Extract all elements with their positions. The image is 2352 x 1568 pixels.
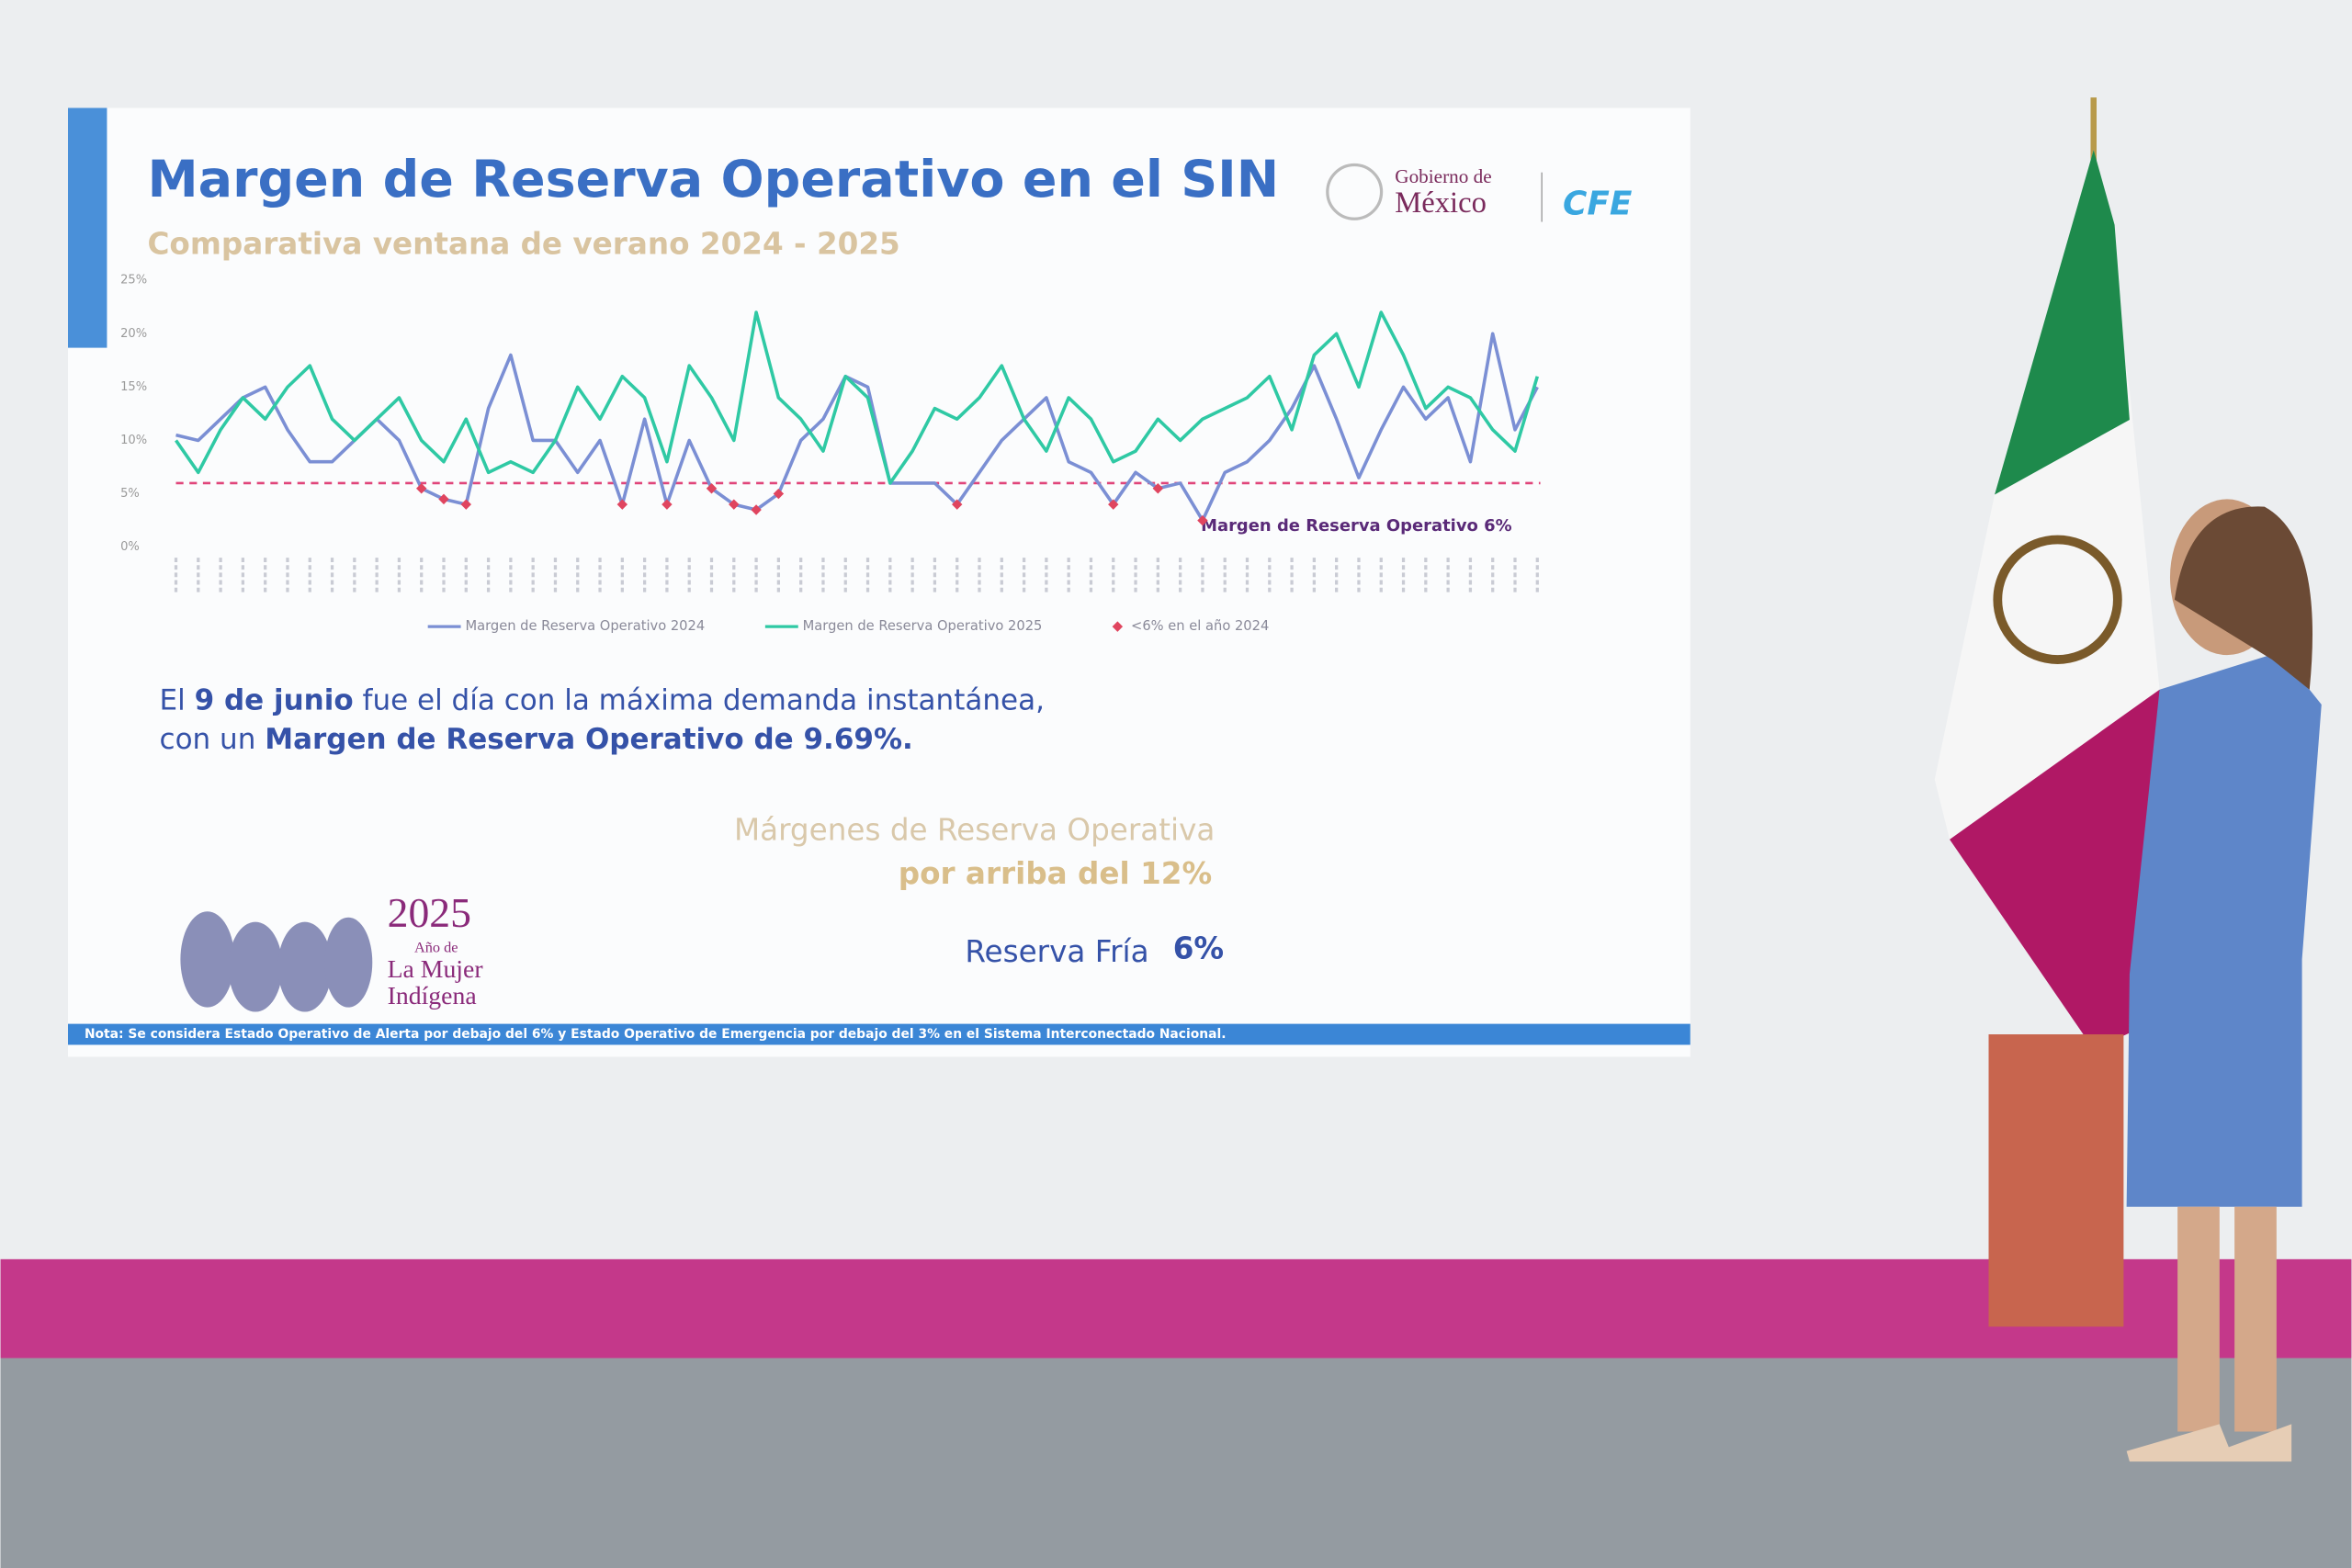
seal [1326, 163, 1384, 220]
legend-label: Margen de Reserva Operativo 2024 [465, 618, 705, 634]
person-leg [2177, 1206, 2220, 1432]
summary: El 9 de junio fue el día con la máxima d… [160, 683, 1045, 716]
person-shoes [2126, 1424, 2292, 1462]
logo-text: Gobierno de [1395, 165, 1491, 187]
point [951, 499, 963, 510]
summary-part: El [160, 683, 195, 716]
point [773, 488, 785, 500]
point [729, 499, 740, 510]
threshold-label: Margen de Reserva Operativo 6% [1201, 516, 1511, 536]
point [751, 504, 762, 515]
summary-part: 9 de junio [195, 683, 354, 716]
chart-title: Margen de Reserva Operativo en el SIN [147, 151, 1279, 209]
point [616, 499, 628, 510]
screen [68, 107, 1690, 1057]
year-text: Año de [414, 939, 458, 956]
summary-part: con un [160, 723, 266, 756]
emblem [1993, 535, 2122, 664]
summary: con un Margen de Reserva Operativo de 9.… [160, 723, 913, 756]
series-line [175, 310, 1540, 485]
logo-text: México [1395, 186, 1487, 220]
y-tick-label: 0% [120, 540, 140, 554]
screen-accent [68, 107, 107, 348]
point [1108, 499, 1119, 510]
point [1197, 514, 1208, 526]
screen-footer [68, 1023, 1690, 1045]
point [662, 499, 673, 510]
flag-green [1995, 150, 2130, 495]
women-illustration [180, 911, 373, 1012]
legend-marker [1112, 621, 1124, 632]
flag-red [1950, 689, 2160, 1050]
person-leg [2234, 1206, 2277, 1432]
year-text: La Mujer [388, 955, 483, 984]
legend-label: <6% en el año 2024 [1131, 618, 1269, 634]
stripe [0, 1258, 2352, 1359]
point [438, 493, 449, 505]
y-tick-label: 20% [120, 327, 147, 341]
legend-label: Margen de Reserva Operativo 2025 [803, 618, 1043, 634]
point [460, 499, 472, 510]
chart-subtitle: Comparativa ventana de verano 2024 - 202… [147, 227, 899, 262]
summary-part: fue el día con la máxima demanda instant… [354, 683, 1045, 716]
cold-value: 6% [1173, 931, 1224, 966]
cold-label: Reserva Fría [965, 934, 1148, 969]
pedestal [1988, 1034, 2124, 1327]
floor [0, 1358, 2352, 1568]
margins: por arriba del 12% [899, 856, 1212, 891]
y-tick-label: 25% [120, 274, 147, 288]
y-tick-label: 5% [120, 487, 140, 501]
person-suit [2126, 651, 2322, 1207]
margins: Márgenes de Reserva Operativa [734, 813, 1215, 848]
plot: 0% 5% 10% 15% 20% 25% Margen de Reserva Operat… [120, 274, 1541, 634]
point [706, 483, 718, 494]
y-tick-label: 15% [120, 380, 147, 394]
year: 2025 [388, 889, 471, 936]
point [415, 483, 427, 494]
note: Nota: Se considera Estado Operativo de A… [85, 1027, 1227, 1042]
y-tick-label: 10% [120, 434, 147, 447]
person-hair [2174, 506, 2313, 690]
summary-part: Margen de Reserva Operativo de 9.69%. [265, 723, 913, 756]
logo-cfe: CFE [1563, 186, 1633, 223]
point [1152, 483, 1164, 494]
year-text: Indígena [388, 982, 477, 1010]
